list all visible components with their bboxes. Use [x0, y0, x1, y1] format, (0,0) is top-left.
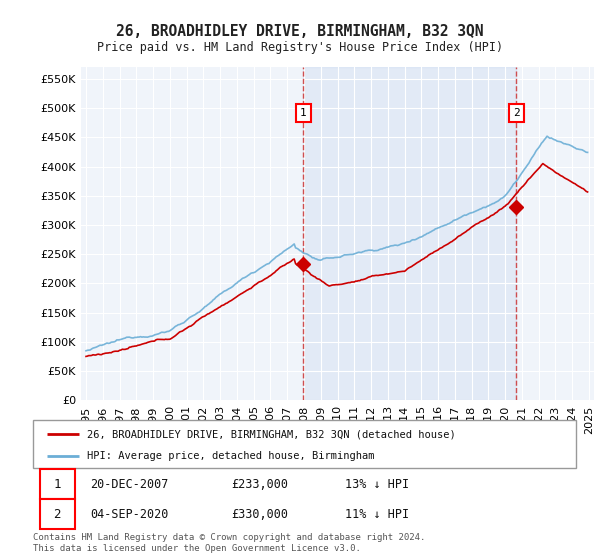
- Text: Contains HM Land Registry data © Crown copyright and database right 2024.
This d: Contains HM Land Registry data © Crown c…: [33, 533, 425, 553]
- Text: HPI: Average price, detached house, Birmingham: HPI: Average price, detached house, Birm…: [88, 451, 375, 461]
- Text: £330,000: £330,000: [231, 508, 288, 521]
- Text: 13% ↓ HPI: 13% ↓ HPI: [345, 478, 409, 491]
- FancyBboxPatch shape: [33, 420, 576, 468]
- Text: £233,000: £233,000: [231, 478, 288, 491]
- FancyBboxPatch shape: [40, 469, 75, 499]
- Text: 1: 1: [300, 108, 307, 118]
- Text: 1: 1: [53, 478, 61, 491]
- FancyBboxPatch shape: [40, 500, 75, 529]
- Text: 26, BROADHIDLEY DRIVE, BIRMINGHAM, B32 3QN: 26, BROADHIDLEY DRIVE, BIRMINGHAM, B32 3…: [116, 24, 484, 39]
- Text: 2: 2: [53, 508, 61, 521]
- Text: 26, BROADHIDLEY DRIVE, BIRMINGHAM, B32 3QN (detached house): 26, BROADHIDLEY DRIVE, BIRMINGHAM, B32 3…: [88, 430, 456, 439]
- Text: Price paid vs. HM Land Registry's House Price Index (HPI): Price paid vs. HM Land Registry's House …: [97, 40, 503, 54]
- Text: 11% ↓ HPI: 11% ↓ HPI: [345, 508, 409, 521]
- Text: 2: 2: [513, 108, 520, 118]
- Text: 04-SEP-2020: 04-SEP-2020: [90, 508, 169, 521]
- Bar: [304, 67, 517, 400]
- Text: 20-DEC-2007: 20-DEC-2007: [90, 478, 169, 491]
